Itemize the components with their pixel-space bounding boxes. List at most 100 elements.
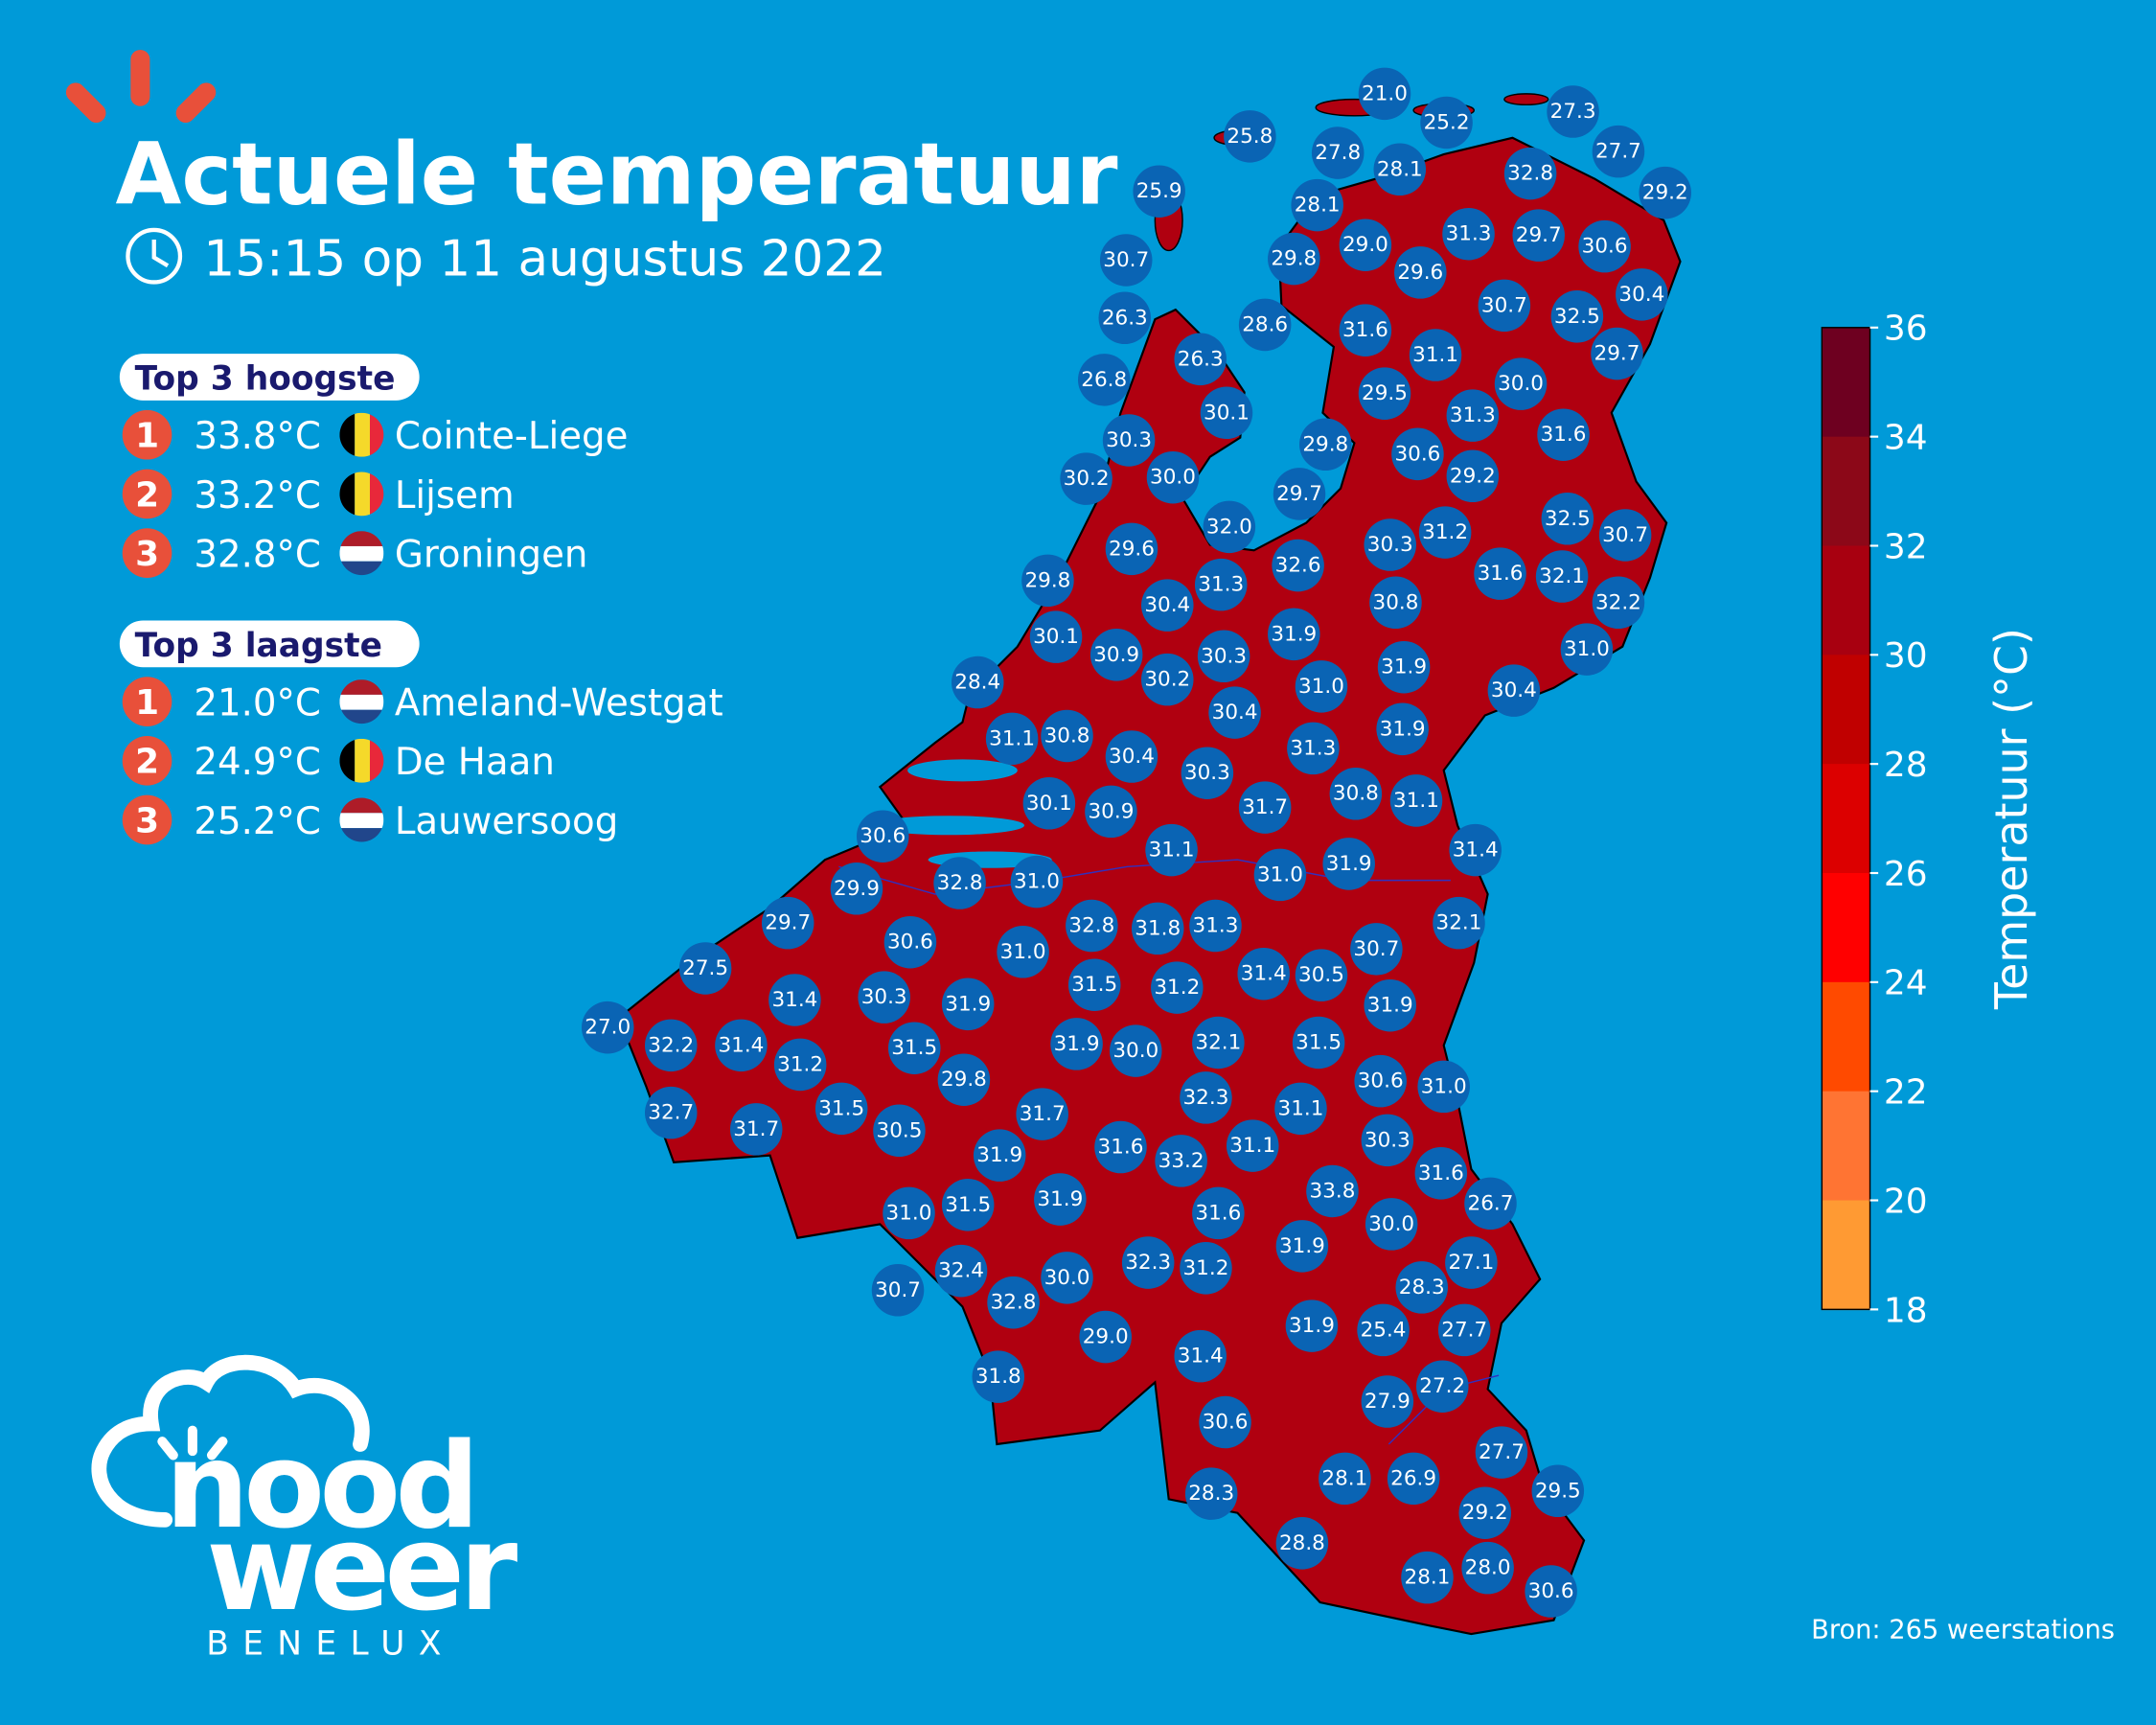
- station-dot: [1253, 848, 1307, 902]
- rank-station: Cointe-Liege: [395, 415, 629, 458]
- station-marker: 32.6: [1272, 539, 1324, 592]
- station-temp: 29.2: [1642, 181, 1688, 205]
- land-area: [617, 136, 1682, 1636]
- station-marker: 27.2: [1415, 1360, 1469, 1413]
- station-dot: [1592, 125, 1645, 178]
- station-marker: 21.0: [1358, 67, 1411, 121]
- station-dot: [1295, 949, 1348, 1001]
- station-temp: 32.8: [937, 871, 983, 895]
- station-dot: [1099, 234, 1153, 287]
- station-marker: 30.4: [1208, 686, 1261, 739]
- station-dot: [1203, 500, 1256, 554]
- station-temp: 28.1: [1321, 1466, 1367, 1490]
- station-dot: [1285, 1300, 1339, 1352]
- station-dot: [1598, 509, 1652, 562]
- station-marker: 33.2: [1155, 1135, 1207, 1187]
- station-temp: 31.4: [771, 988, 817, 1012]
- station-dot: [1592, 576, 1645, 630]
- station-temp: 31.4: [1241, 962, 1287, 986]
- station-temp: 32.2: [648, 1033, 694, 1057]
- station-temp: 27.9: [1365, 1390, 1411, 1414]
- station-marker: 28.0: [1461, 1541, 1514, 1595]
- station-dot: [1433, 896, 1485, 950]
- station-dot: [1547, 85, 1599, 138]
- station-marker: 31.4: [715, 1019, 768, 1072]
- station-temp: 28.8: [1279, 1531, 1325, 1555]
- station-dot: [1478, 279, 1531, 333]
- station-marker: 27.5: [678, 942, 732, 995]
- station-temp: 29.8: [941, 1068, 987, 1092]
- rank-badge: [122, 794, 172, 845]
- station-dot: [1389, 774, 1443, 827]
- colorbar-tick-label: 30: [1884, 636, 1928, 676]
- station-marker: 31.9: [1050, 1018, 1103, 1070]
- station-dot: [997, 926, 1049, 978]
- colorbar-tick-label: 20: [1884, 1182, 1928, 1221]
- timestamp: 15:15 op 11 augustus 2022: [203, 230, 886, 288]
- station-temp: 31.7: [1242, 795, 1288, 819]
- station-dot: [1291, 178, 1343, 232]
- station-temp: 25.8: [1227, 125, 1273, 149]
- station-dot: [1237, 947, 1290, 1000]
- station-temp: 29.5: [1535, 1479, 1581, 1503]
- station-marker: 31.9: [1268, 608, 1320, 661]
- station-temp: 30.3: [1365, 1128, 1411, 1152]
- station-temp: 27.2: [1419, 1374, 1465, 1398]
- station-temp: 31.1: [1229, 1134, 1275, 1158]
- station-temp: 31.1: [1149, 839, 1195, 862]
- station-dot: [1094, 1120, 1147, 1174]
- station-temp: 30.6: [1394, 442, 1440, 466]
- cloud-icon: [91, 1354, 370, 1528]
- station-dot: [1041, 709, 1093, 763]
- station-temp: 28.1: [1405, 1566, 1451, 1590]
- station-marker: 32.1: [1535, 550, 1589, 603]
- station-marker: 25.4: [1357, 1303, 1410, 1357]
- rank-number: 2: [135, 475, 159, 515]
- station-temp: 31.0: [1257, 862, 1303, 886]
- station-temp: 32.5: [1554, 305, 1600, 329]
- station-temp: 29.7: [765, 911, 811, 935]
- station-dot: [1578, 219, 1631, 273]
- station-temp: 32.1: [1195, 1030, 1241, 1054]
- station-dot: [1494, 357, 1548, 410]
- station-dot: [581, 1000, 634, 1054]
- station-temp: 27.3: [1550, 100, 1596, 124]
- station-temp: 30.3: [1184, 761, 1230, 785]
- station-dot: [1350, 923, 1403, 976]
- station-marker: 31.9: [1376, 702, 1429, 756]
- station-temp: 32.6: [1275, 554, 1321, 578]
- station-dot: [1102, 414, 1156, 467]
- station-temp: 26.8: [1081, 368, 1127, 392]
- station-temp: 31.6: [1478, 562, 1524, 586]
- station-marker: 29.7: [1591, 327, 1643, 380]
- rank-row: 1 21.0°C Ameland-Westgat: [122, 677, 723, 726]
- station-marker: 32.2: [1592, 576, 1645, 630]
- station-marker: 29.9: [830, 862, 883, 915]
- station-temp: 31.2: [1154, 976, 1200, 1000]
- station-dot: [1442, 207, 1495, 261]
- station-marker: 30.6: [1391, 427, 1444, 481]
- rank-number: 1: [135, 683, 159, 723]
- station-dot: [1364, 518, 1416, 571]
- station-marker: 30.7: [1350, 923, 1403, 976]
- station-temp: 31.7: [1020, 1102, 1066, 1126]
- station-marker: 32.4: [934, 1244, 988, 1298]
- station-dot: [1358, 367, 1411, 420]
- station-dot: [1358, 67, 1411, 121]
- station-marker: 31.1: [1145, 823, 1198, 877]
- station-dot: [1192, 1186, 1245, 1240]
- station-dot: [1121, 1236, 1175, 1289]
- station-dot: [934, 1244, 988, 1298]
- station-temp: 31.0: [1014, 870, 1060, 894]
- rank-badge: [122, 409, 172, 460]
- station-dot: [1141, 579, 1194, 632]
- station-temp: 29.8: [1024, 568, 1070, 592]
- station-dot: [1050, 1018, 1103, 1070]
- station-temp: 29.7: [1594, 342, 1640, 366]
- rank-number: 1: [135, 417, 159, 456]
- station-temp: 30.8: [1044, 724, 1090, 748]
- station-dot: [1322, 838, 1375, 890]
- top-low-panel: Top 3 laagste 1 21.0°C Ameland-Westgat 2 24.…: [119, 620, 723, 845]
- station-marker: 31.6: [1094, 1120, 1147, 1174]
- station-dot: [1512, 209, 1565, 262]
